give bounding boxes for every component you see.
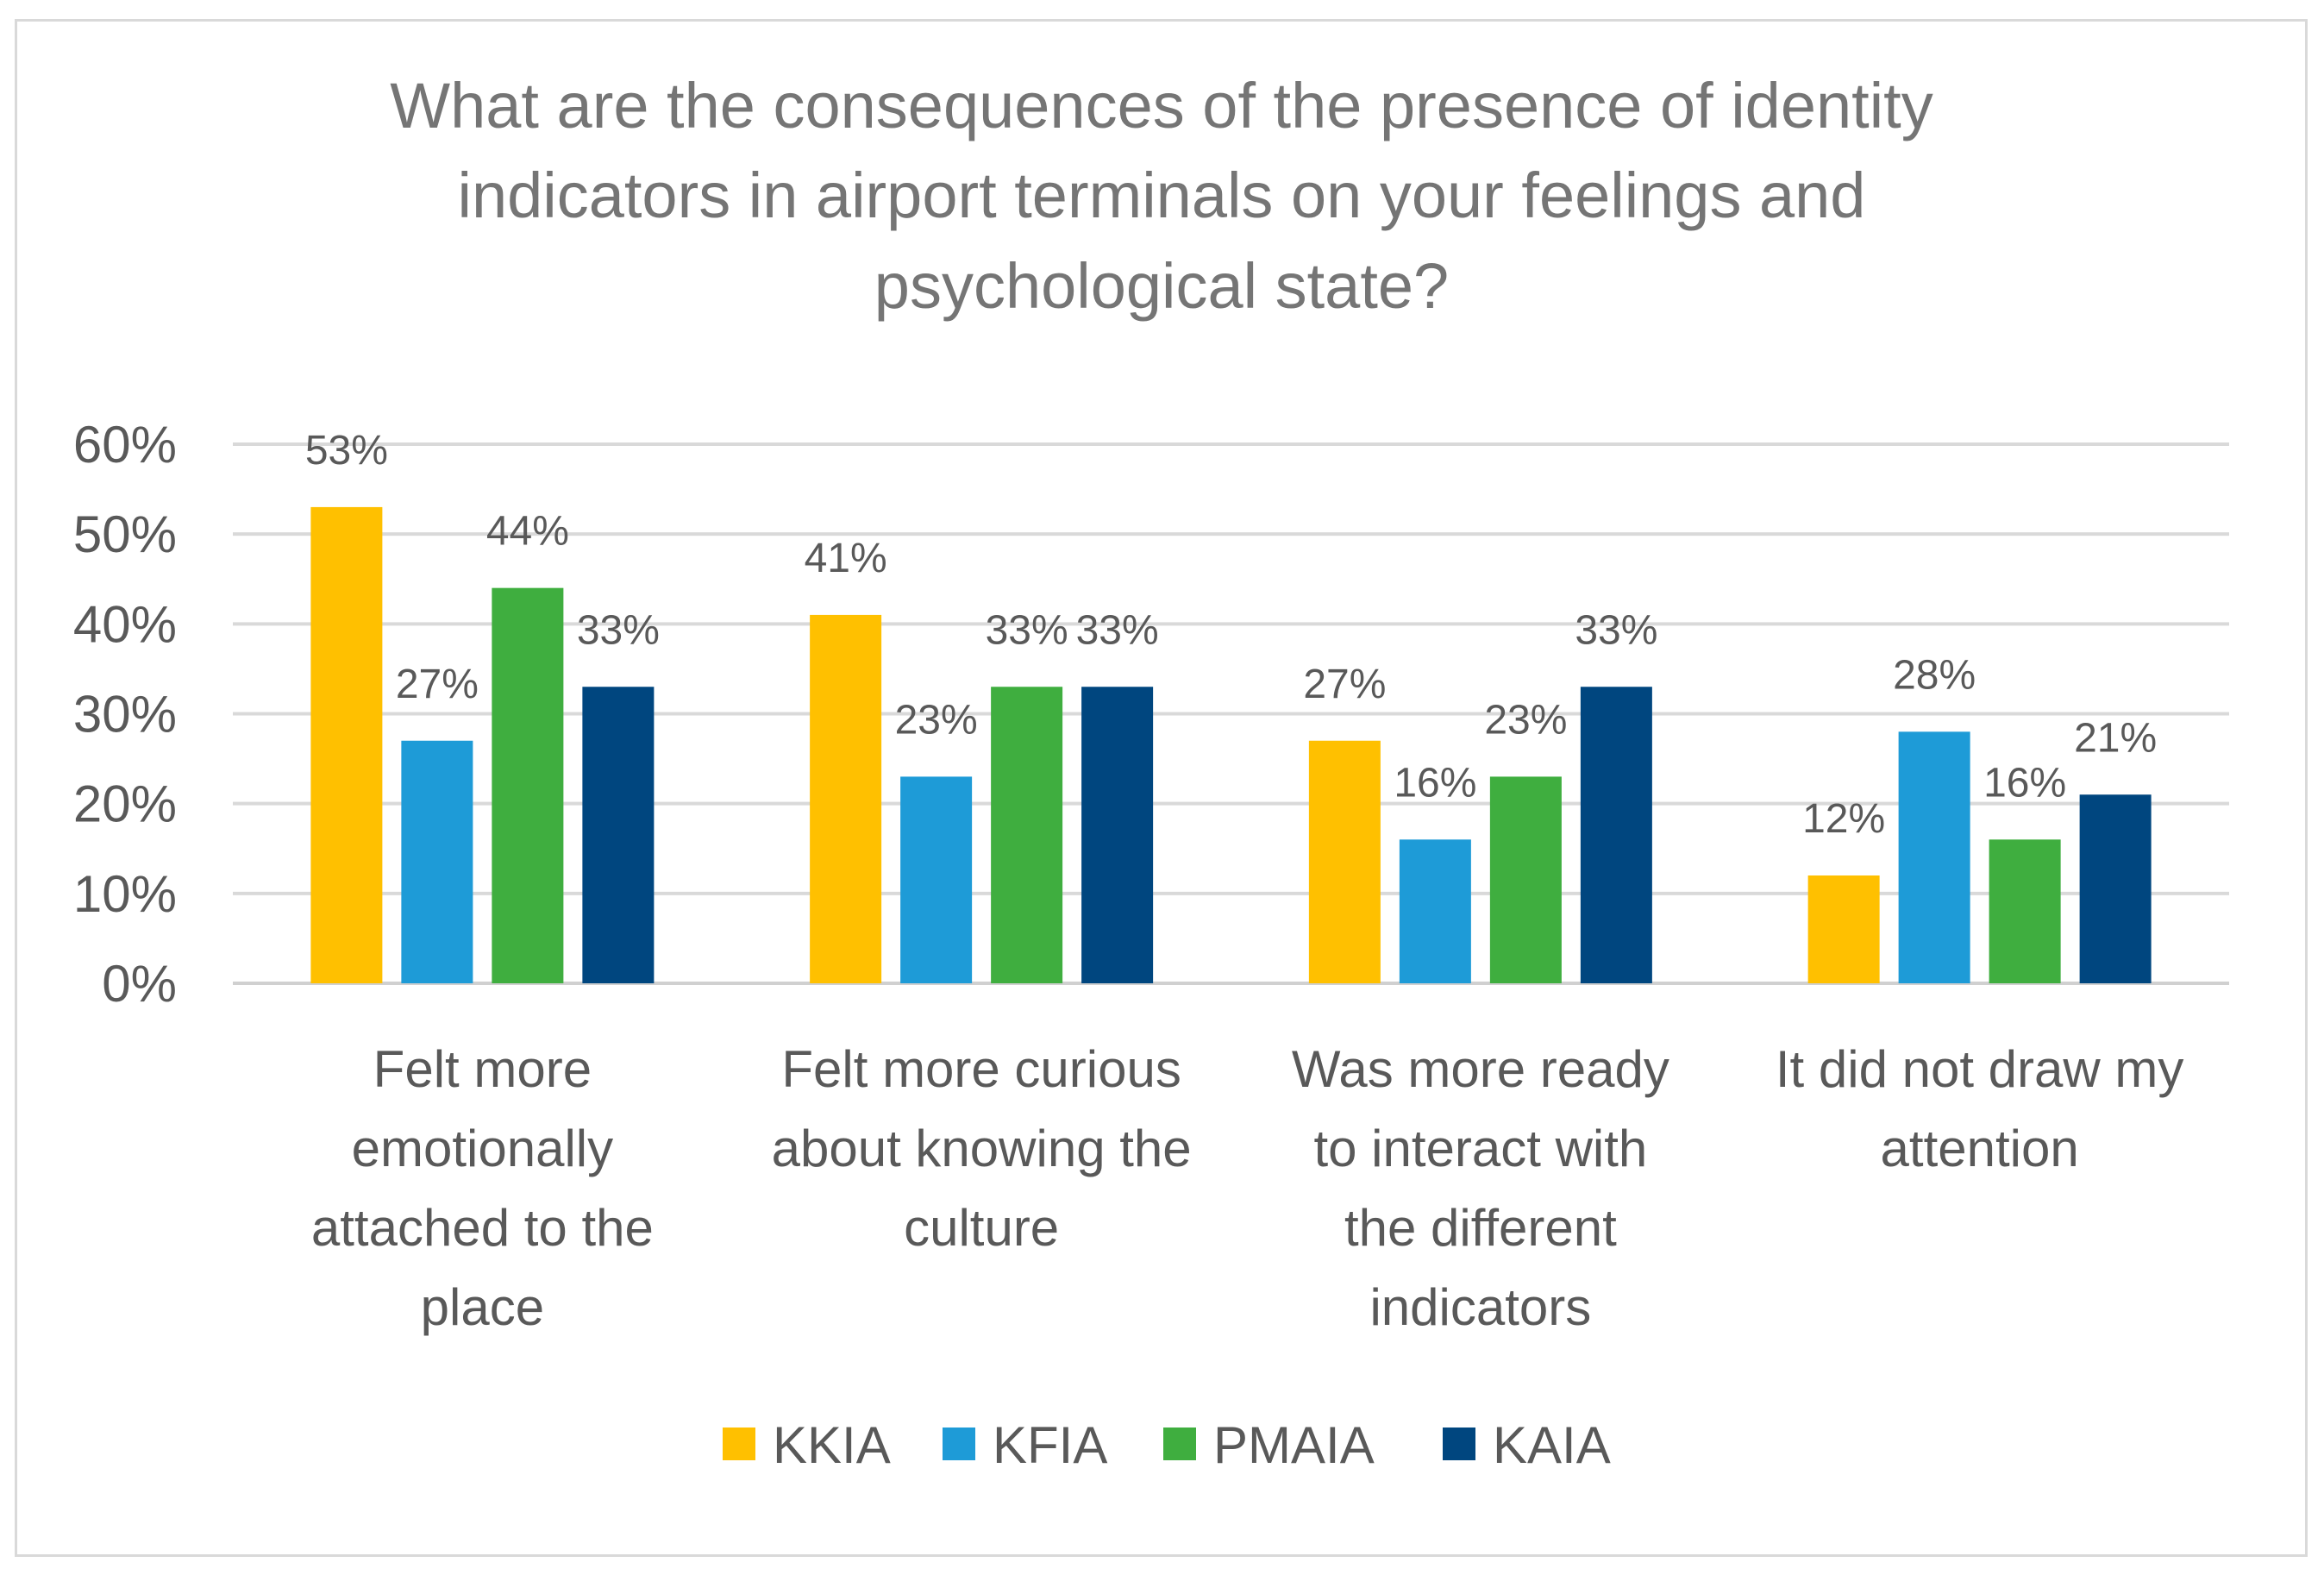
data-label: 27%	[1303, 662, 1386, 707]
x-category-label: the different	[1344, 1199, 1617, 1257]
data-label: 33%	[1076, 607, 1159, 653]
chart-title-line: psychological state?	[874, 250, 1449, 322]
y-tick-label: 50%	[73, 505, 177, 563]
legend: KKIA KFIA PMAIA KAIA	[723, 1416, 1611, 1474]
bar-kaia	[582, 687, 655, 983]
bar-pmaia	[1989, 839, 2061, 983]
bar-kfia	[1898, 731, 1970, 983]
data-label: 44%	[486, 509, 569, 555]
y-tick-label: 0%	[102, 955, 177, 1013]
data-label: 33%	[1575, 607, 1657, 653]
bar-kkia	[1308, 740, 1381, 983]
y-tick-label: 20%	[73, 775, 177, 833]
bar-pmaia	[1489, 776, 1562, 983]
legend-swatch-kaia	[1443, 1428, 1475, 1460]
legend-swatch-kfia	[943, 1428, 975, 1460]
chart-title: What are the consequences of the presenc…	[390, 70, 1932, 322]
data-label: 33%	[986, 607, 1068, 653]
bar-pmaia	[991, 687, 1063, 983]
chart-title-line: What are the consequences of the presenc…	[390, 70, 1932, 141]
x-category-label: attached to the	[311, 1199, 654, 1257]
legend-label: KAIA	[1493, 1416, 1611, 1474]
data-label: 41%	[805, 536, 887, 581]
data-label: 28%	[1893, 652, 1976, 698]
x-category-label: emotionally	[352, 1120, 614, 1177]
chart-title-line: indicators in airport terminals on your …	[458, 160, 1866, 231]
bar-pmaia	[492, 587, 564, 983]
data-label: 21%	[2074, 715, 2157, 761]
bar-kkia	[310, 506, 383, 983]
legend-swatch-kkia	[723, 1428, 755, 1460]
data-label: 12%	[1802, 796, 1885, 842]
x-category-label: attention	[1881, 1120, 2079, 1177]
bar-kfia	[401, 740, 473, 983]
legend-label: PMAIA	[1213, 1416, 1375, 1474]
bar-kaia	[2079, 794, 2152, 983]
bars	[310, 506, 2152, 983]
data-labels: 53%41%27%12%27%23%16%28%44%33%23%16%33% 3…	[305, 428, 2157, 842]
x-category-label: about knowing the	[772, 1120, 1192, 1177]
x-axis-categories: Felt more emotionally attached to the place…	[311, 1040, 2184, 1336]
y-axis-ticks: 0% 10% 20% 30% 40% 50% 60%	[73, 416, 177, 1013]
legend-swatch-pmaia	[1163, 1428, 1196, 1460]
bar-kfia	[900, 776, 973, 983]
y-tick-label: 30%	[73, 686, 177, 744]
x-category-label: place	[421, 1278, 544, 1336]
bar-kkia	[1807, 875, 1880, 983]
bar-kfia	[1399, 839, 1471, 983]
x-category-label: Felt more curious	[781, 1040, 1181, 1098]
bar-kkia	[810, 614, 882, 983]
data-label: 16%	[1983, 760, 2066, 806]
bar-kaia	[1580, 687, 1652, 983]
x-category-label: culture	[904, 1199, 1059, 1257]
bar-kaia	[1081, 687, 1154, 983]
data-label: 53%	[305, 428, 388, 474]
x-category-label: indicators	[1369, 1278, 1591, 1336]
legend-label: KFIA	[993, 1416, 1107, 1474]
data-label: 27%	[396, 662, 479, 707]
x-category-label: Felt more	[373, 1040, 592, 1098]
x-category-label: to interact with	[1313, 1120, 1647, 1177]
y-tick-label: 40%	[73, 595, 177, 653]
x-category-label: Was more ready	[1292, 1040, 1669, 1098]
x-category-label: It did not draw my	[1776, 1040, 2184, 1098]
y-tick-label: 60%	[73, 416, 177, 474]
y-tick-label: 10%	[73, 865, 177, 923]
data-label: 16%	[1394, 760, 1476, 806]
data-label: 23%	[895, 697, 978, 743]
legend-label: KKIA	[773, 1416, 891, 1474]
gridlines	[233, 442, 2229, 985]
data-label: 33%	[577, 607, 660, 653]
data-label: 23%	[1484, 697, 1567, 743]
